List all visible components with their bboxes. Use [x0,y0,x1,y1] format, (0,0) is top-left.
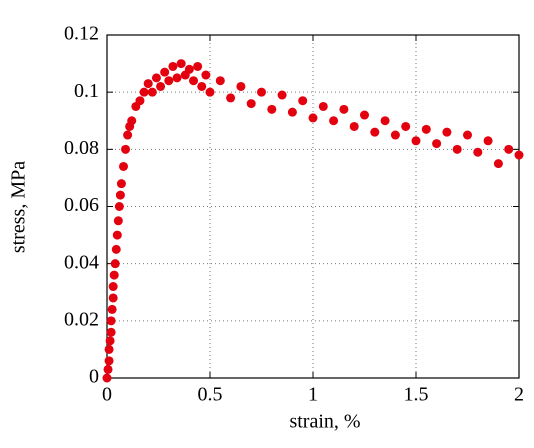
point [380,116,390,126]
point [104,356,114,366]
x-tick-label: 0.5 [198,384,223,406]
point [370,127,380,137]
point [205,87,215,97]
point [127,116,137,126]
point [116,179,126,189]
point [164,76,174,86]
point [452,144,462,154]
point [287,107,297,117]
y-tick-label: 0.08 [64,137,99,159]
point [108,293,118,303]
point [121,144,131,154]
point [329,116,339,126]
point [111,244,121,254]
point [108,282,118,292]
point [143,79,153,89]
x-tick-label: 0 [102,384,112,406]
point [483,136,493,146]
point [277,90,287,100]
point [168,61,178,71]
point [156,81,166,91]
point [473,147,483,157]
y-tick-label: 0 [89,366,99,388]
point [201,70,211,80]
point [176,59,186,69]
x-axis-label: strain, % [289,411,360,433]
point [463,130,472,140]
point [308,113,318,123]
point [118,161,128,171]
point [147,87,157,97]
point [109,270,119,280]
x-tick-label: 1.5 [404,384,429,406]
point [115,190,125,200]
point [318,101,328,111]
point [215,76,225,86]
y-tick-label: 0.12 [64,23,99,45]
point [193,61,203,71]
x-tick-label: 1 [308,384,318,406]
point [160,67,170,77]
point [172,73,182,83]
plot-frame [106,34,520,379]
point [197,81,207,91]
point [106,327,116,337]
y-tick-label: 0.02 [64,308,99,330]
y-tick-label: 0.1 [74,80,99,102]
y-tick-label: 0.04 [64,251,99,273]
point [189,76,199,86]
point [360,110,369,120]
point [339,104,349,114]
point [107,304,117,314]
point [390,130,400,140]
point [106,316,116,326]
point [104,344,114,354]
point [113,216,123,226]
point [298,96,308,106]
point [135,96,145,106]
point [493,159,503,169]
point [257,87,266,97]
point [504,144,514,154]
x-tick-label: 2 [514,384,524,406]
point [442,127,452,137]
point [184,64,194,74]
point [349,121,359,131]
point [267,104,277,114]
point [102,373,112,383]
point [112,230,122,240]
point [514,150,524,160]
point [110,259,120,269]
point [114,202,124,211]
point [236,81,246,91]
point [246,99,256,109]
y-tick-label: 0.06 [64,194,99,216]
point [411,136,421,146]
point [105,336,115,346]
point [139,87,149,97]
point [123,130,133,140]
point [421,124,431,134]
point [226,93,236,103]
point [151,73,161,83]
point [103,364,113,374]
point [432,139,442,149]
point [401,121,411,131]
y-axis-label: stress, MPa [8,161,30,253]
